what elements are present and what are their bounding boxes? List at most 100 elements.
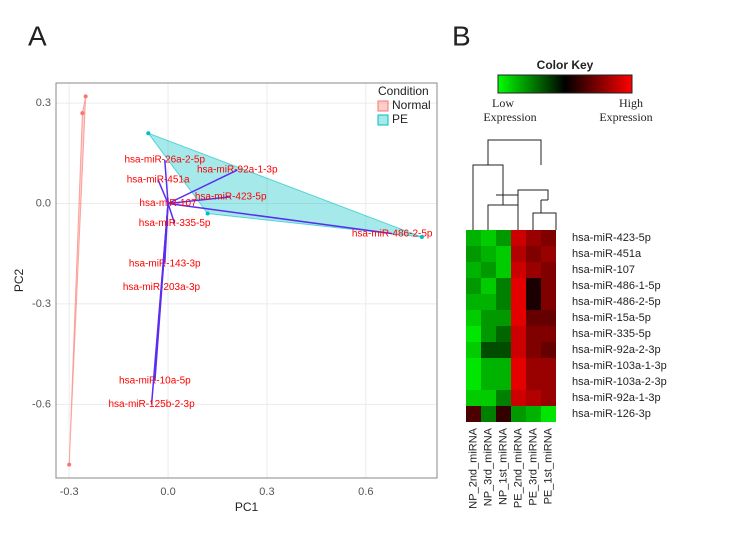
column-label: PE_3rd_miRNA	[527, 427, 539, 505]
point	[67, 462, 72, 467]
heat-cell	[511, 230, 526, 246]
heat-cell	[466, 246, 481, 262]
heat-cell	[526, 342, 541, 358]
heat-cell	[526, 230, 541, 246]
row-label: hsa-miR-486-2-5p	[572, 296, 661, 308]
loading-label: hsa-miR-335-5p	[139, 218, 211, 229]
heat-cell	[481, 294, 496, 310]
x-tick-label: 0.0	[160, 486, 175, 498]
heat-cell	[511, 262, 526, 278]
heat-cell	[511, 278, 526, 294]
heat-cell	[466, 342, 481, 358]
heat-cell	[496, 342, 511, 358]
hull	[68, 96, 87, 465]
heat-cell	[481, 230, 496, 246]
legend-swatch	[377, 100, 389, 112]
y-axis-label: PC2	[12, 269, 26, 293]
legend-label: PE	[392, 112, 408, 126]
row-label: hsa-miR-126-3p	[572, 408, 651, 420]
loading-arrow	[167, 169, 238, 205]
heat-cell	[496, 230, 511, 246]
color-key-title: Color Key	[537, 58, 594, 72]
loading-arrow	[164, 159, 169, 204]
x-tick-label: 0.6	[358, 486, 373, 498]
loading-arrow	[150, 203, 169, 405]
heat-cell	[481, 390, 496, 406]
heat-cell	[511, 358, 526, 374]
column-label: NP_2nd_miRNA	[467, 427, 479, 508]
row-label: hsa-miR-486-1-5p	[572, 280, 661, 292]
row-label: hsa-miR-423-5p	[572, 232, 651, 244]
heat-cell	[481, 310, 496, 326]
heat-cell	[541, 342, 556, 358]
heat-cell	[511, 294, 526, 310]
heat-cell	[481, 262, 496, 278]
heat-cell	[511, 374, 526, 390]
legend-swatch	[377, 114, 389, 126]
heat-cell	[481, 278, 496, 294]
row-label: hsa-miR-451a	[572, 248, 642, 260]
heat-cell	[481, 374, 496, 390]
plot-border	[55, 82, 438, 479]
point	[419, 234, 424, 239]
column-label: PE_1st_miRNA	[542, 427, 554, 504]
row-label: hsa-miR-92a-2-3p	[572, 344, 661, 356]
heat-cell	[541, 246, 556, 262]
heat-cell	[466, 278, 481, 294]
key-high-label: High	[619, 96, 643, 110]
heat-cell	[466, 374, 481, 390]
x-tick-label: 0.3	[259, 486, 274, 498]
heat-cell	[541, 262, 556, 278]
heat-cell	[541, 278, 556, 294]
point	[205, 211, 210, 216]
point	[146, 131, 151, 136]
heat-cell	[541, 310, 556, 326]
heat-cell	[466, 294, 481, 310]
heat-cell	[481, 358, 496, 374]
heat-cell	[496, 278, 511, 294]
heat-cell	[526, 294, 541, 310]
heat-cell	[526, 310, 541, 326]
row-label: hsa-miR-107	[572, 264, 635, 276]
heat-cell	[541, 406, 556, 422]
legend-title: Condition	[378, 84, 429, 98]
column-label: NP_1st_miRNA	[497, 427, 509, 505]
loading-label: hsa-miR-125b-2-3p	[109, 399, 196, 410]
heat-cell	[481, 246, 496, 262]
heat-cell	[511, 246, 526, 262]
dendrogram	[472, 139, 557, 230]
heat-cell	[481, 326, 496, 342]
key-low-label: Low	[492, 96, 514, 110]
heat-cell	[541, 358, 556, 374]
heat-cell	[526, 262, 541, 278]
point	[83, 94, 88, 99]
loading-label: hsa-miR-10a-5p	[119, 376, 191, 387]
heat-cell	[511, 406, 526, 422]
row-label: hsa-miR-92a-1-3p	[572, 392, 661, 404]
heat-cell	[481, 406, 496, 422]
heat-cell	[526, 326, 541, 342]
loading-arrow	[167, 202, 393, 235]
row-label: hsa-miR-103a-2-3p	[572, 376, 667, 388]
heat-cell	[481, 342, 496, 358]
y-tick-label: 0.3	[36, 97, 51, 109]
row-label: hsa-miR-103a-1-3p	[572, 360, 667, 372]
heat-cell	[541, 326, 556, 342]
heat-cell	[496, 246, 511, 262]
heat-cell	[541, 390, 556, 406]
heat-cell	[526, 358, 541, 374]
loading-arrow	[167, 203, 176, 224]
loading-arrow	[167, 196, 231, 205]
heat-cell	[541, 374, 556, 390]
heat-cell	[466, 326, 481, 342]
loading-label: hsa-miR-26a-2-5p	[124, 155, 205, 166]
heat-cell	[496, 310, 511, 326]
row-label: hsa-miR-335-5p	[572, 328, 651, 340]
heat-cell	[496, 294, 511, 310]
heat-cell	[496, 406, 511, 422]
heat-cell	[526, 278, 541, 294]
loading-label: hsa-miR-423-5p	[195, 191, 267, 202]
heat-cell	[511, 310, 526, 326]
heat-cell	[541, 294, 556, 310]
